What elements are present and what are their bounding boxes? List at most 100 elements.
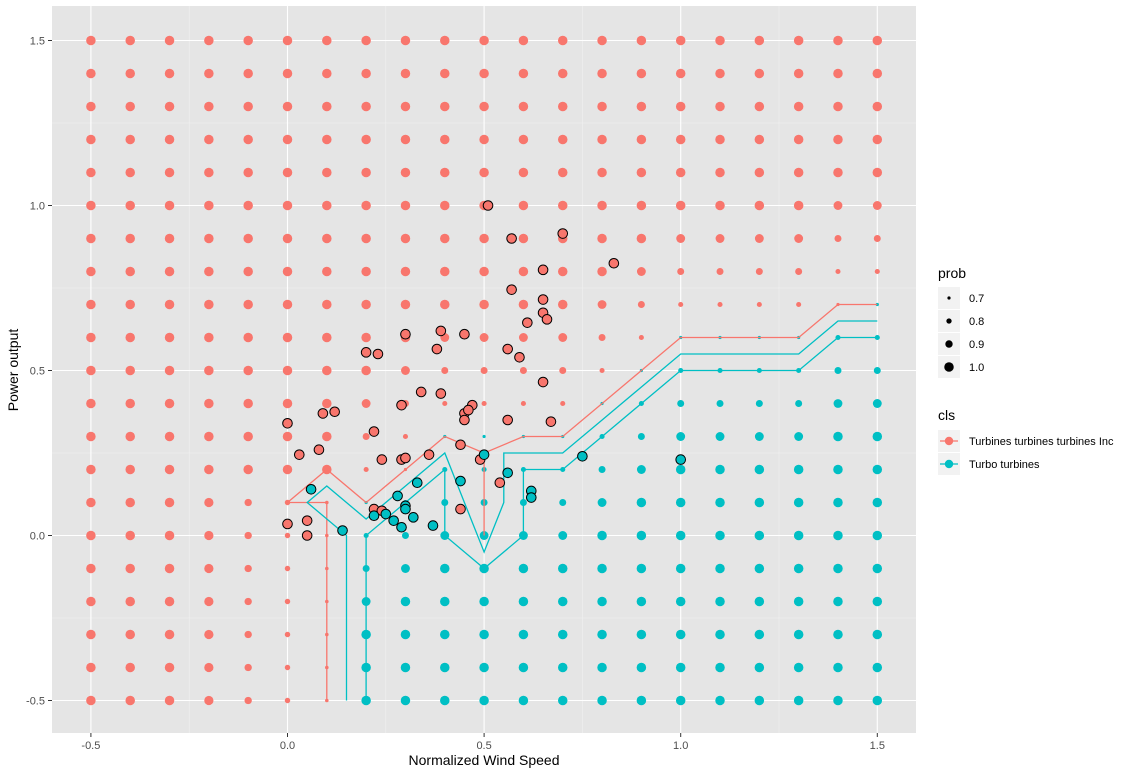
x-tick-label: 0.5 <box>476 740 491 752</box>
grid-point <box>204 464 214 475</box>
grid-point <box>676 234 686 243</box>
grid-point <box>873 235 881 242</box>
grid-point <box>754 530 765 541</box>
x-tick-label: -0.5 <box>81 740 100 752</box>
grid-point <box>125 134 135 145</box>
grid-point <box>204 233 214 244</box>
grid-point <box>243 332 253 343</box>
grid-point <box>557 596 568 607</box>
grid-point <box>833 695 843 706</box>
grid-point <box>204 563 214 574</box>
grid-point <box>872 101 883 112</box>
legend-cls-label: Turbines turbines turbines Inc <box>969 436 1114 448</box>
grid-point <box>400 629 411 640</box>
grid-point <box>834 235 842 242</box>
grid-point <box>164 101 175 112</box>
grid-point <box>282 266 293 277</box>
grid-point <box>518 134 529 145</box>
grid-point <box>715 35 725 46</box>
grid-point <box>518 333 528 342</box>
grid-point <box>636 167 647 178</box>
legend: prob 0.7 0.8 0.9 1.0 cls Turbines turbines … <box>938 265 1114 475</box>
grid-point <box>440 134 450 145</box>
grid-point <box>400 200 411 211</box>
grid-point <box>164 662 175 673</box>
grid-point <box>440 596 450 607</box>
grid-point <box>86 200 96 211</box>
grid-point <box>754 234 764 243</box>
prediction-grid-points <box>86 35 883 706</box>
grid-point <box>363 466 369 473</box>
grid-point <box>793 200 804 211</box>
data-point <box>305 484 317 495</box>
grid-point <box>754 695 765 706</box>
grid-point <box>518 266 529 277</box>
grid-point <box>204 134 214 145</box>
grid-point <box>322 299 332 310</box>
grid-point <box>793 35 804 46</box>
data-point <box>408 512 419 523</box>
grid-point <box>164 365 175 376</box>
grid-point <box>875 302 879 307</box>
y-axis-title: Power output <box>5 329 21 412</box>
data-point <box>459 414 470 426</box>
grid-point <box>833 596 843 607</box>
data-point <box>506 284 517 295</box>
data-point <box>482 200 494 211</box>
grid-point <box>872 35 883 46</box>
grid-point <box>440 101 450 112</box>
grid-point <box>479 695 489 706</box>
grid-point <box>86 332 96 343</box>
grid-point <box>86 299 96 310</box>
data-point <box>360 347 372 358</box>
grid-point <box>754 101 765 112</box>
grid-point <box>440 662 450 673</box>
grid-point <box>361 35 371 46</box>
grid-point <box>284 664 291 671</box>
grid-point <box>675 464 686 475</box>
grid-point <box>557 200 568 211</box>
grid-point <box>86 530 96 541</box>
grid-point <box>715 432 725 441</box>
grid-point <box>597 200 607 211</box>
grid-point <box>715 629 725 640</box>
grid-point <box>244 564 252 573</box>
grid-point <box>440 167 450 178</box>
grid-point <box>636 530 647 541</box>
grid-point <box>322 68 332 79</box>
grid-point <box>164 464 175 475</box>
grid-point <box>125 398 135 409</box>
grid-point <box>440 563 450 574</box>
data-point <box>380 508 392 520</box>
grid-point <box>361 167 371 178</box>
grid-point <box>282 68 293 79</box>
grid-point <box>833 464 843 475</box>
x-tick-label: 1.5 <box>870 740 885 752</box>
grid-point <box>361 233 371 244</box>
grid-point <box>322 365 332 376</box>
grid-point <box>754 68 765 79</box>
grid-point <box>833 134 843 145</box>
data-point <box>301 530 313 541</box>
grid-point <box>833 68 843 79</box>
data-point <box>282 518 293 530</box>
grid-point <box>636 35 647 46</box>
legend-prob-key <box>947 296 951 300</box>
grid-point <box>86 35 96 46</box>
grid-point <box>204 299 214 310</box>
grid-point <box>282 299 293 310</box>
legend-prob-key <box>945 340 953 348</box>
grid-point <box>754 563 765 574</box>
grid-point <box>204 596 214 607</box>
grid-point <box>597 629 607 640</box>
grid-point <box>86 695 96 706</box>
grid-point <box>282 35 293 46</box>
grid-point <box>636 267 646 276</box>
grid-point <box>597 167 607 178</box>
grid-point <box>86 431 96 442</box>
data-point <box>392 490 403 502</box>
grid-point <box>872 662 883 673</box>
grid-point <box>675 596 686 607</box>
grid-point <box>125 629 135 640</box>
grid-point <box>599 367 605 374</box>
